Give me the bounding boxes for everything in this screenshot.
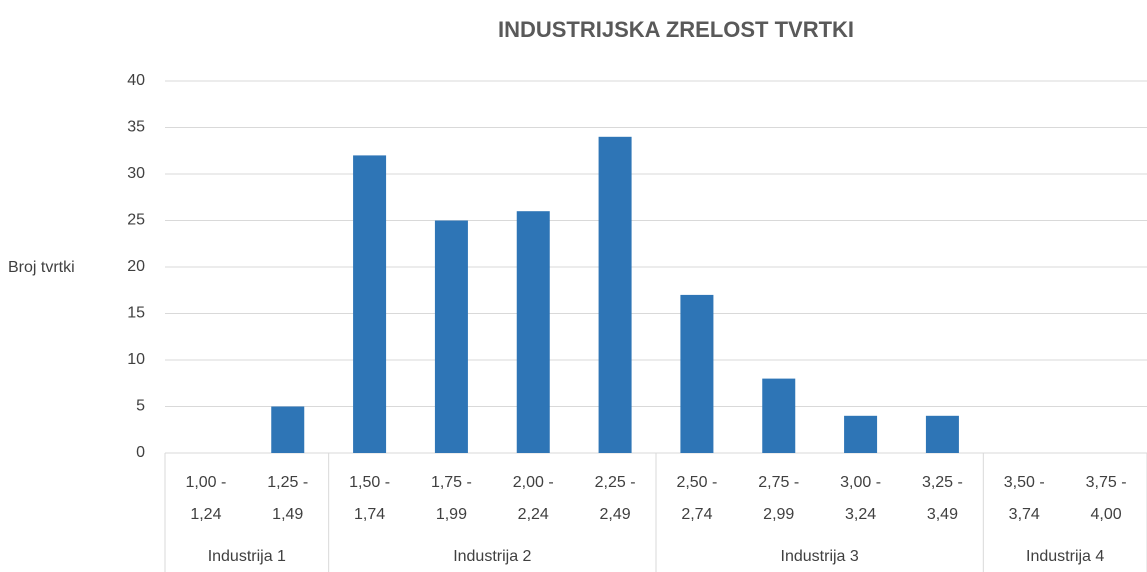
group-label: Industrija 3 [781,548,859,565]
y-axis-label: Broj tvrtki [8,259,75,276]
x-tick-label: 1,75 - 1,99 [430,474,472,523]
y-tick-label: 15 [127,305,145,322]
bar [434,220,468,453]
bar [762,378,796,453]
y-tick-label: 10 [127,351,145,368]
bar [598,136,632,454]
group-label: Industrija 1 [208,548,286,565]
x-tick-label: 3,25 - 3,49 [921,474,963,523]
chart-title: INDUSTRIJSKA ZRELOST TVRTKI [498,17,854,42]
bar [353,155,387,453]
x-tick-label: 2,75 - 2,99 [758,474,800,523]
y-tick-label: 30 [127,165,145,182]
bar [516,211,550,453]
x-tick-label: 1,00 - 1,24 [185,474,227,523]
y-tick-label: 0 [136,444,145,461]
y-tick-label: 20 [127,258,145,275]
x-tick-label: 3,75 - 4,00 [1085,474,1127,523]
group-label: Industrija 4 [1026,548,1104,565]
y-tick-label: 40 [127,72,145,89]
bar [271,406,305,453]
bar [680,294,714,453]
x-tick-label: 2,25 - 2,49 [594,474,636,523]
x-tick-label: 1,25 - 1,49 [267,474,309,523]
y-tick-label: 35 [127,119,145,136]
x-tick-label: 2,00 - 2,24 [512,474,554,523]
y-tick-label: 25 [127,212,145,229]
x-tick-label: 1,50 - 1,74 [349,474,391,523]
group-label: Industrija 2 [453,548,531,565]
bar [925,415,959,453]
bar [844,415,878,453]
y-tick-label: 5 [136,398,145,415]
x-tick-label: 2,50 - 2,74 [676,474,718,523]
x-tick-label: 3,50 - 3,74 [1003,474,1045,523]
x-tick-label: 3,00 - 3,24 [840,474,882,523]
